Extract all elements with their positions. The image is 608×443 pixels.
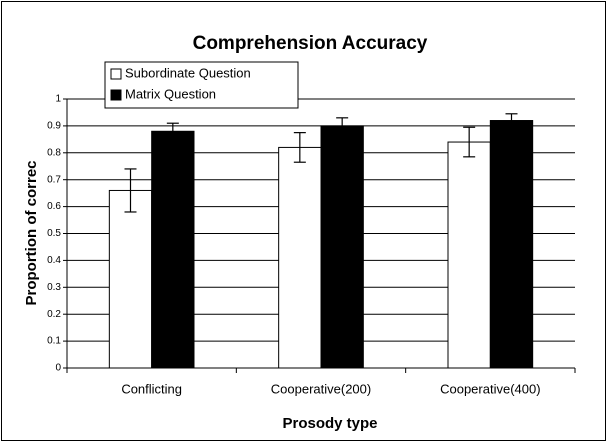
error-bar — [124, 168, 137, 213]
y-tick-label: 1 — [55, 94, 61, 105]
x-tick-label: Cooperative(200) — [271, 381, 371, 396]
legend-label: Subordinate Question — [125, 65, 251, 80]
bar — [108, 189, 153, 369]
error-bar — [293, 132, 306, 163]
y-tick-label: 0.3 — [47, 282, 61, 293]
y-tick-label: 0.4 — [47, 255, 61, 266]
y-tick-label: 0.6 — [47, 201, 61, 212]
bar — [151, 130, 195, 369]
chart-title: Comprehension Accuracy — [193, 33, 428, 54]
x-tick-label: Conflicting — [121, 381, 182, 396]
y-tick-label: 0 — [55, 363, 61, 374]
error-bar — [336, 117, 349, 135]
error-bar — [166, 122, 179, 140]
x-tick-label: Cooperative(400) — [440, 381, 540, 396]
y-tick-label: 0.2 — [47, 309, 61, 320]
y-tick-label: 0.9 — [47, 121, 61, 132]
y-tick-label: 0.8 — [47, 147, 61, 158]
error-bar — [505, 113, 518, 128]
legend-box — [104, 61, 299, 109]
bar — [320, 125, 364, 369]
bar — [278, 146, 322, 369]
bar — [447, 141, 491, 369]
y-tick-label: 0.1 — [47, 336, 61, 347]
y-tick-label: 0.7 — [47, 174, 61, 185]
legend-swatch — [110, 89, 122, 101]
legend-swatch — [110, 68, 122, 80]
y-tick-label: 0.5 — [47, 228, 61, 239]
y-axis-label: Proportion of correc — [23, 160, 40, 305]
bar — [489, 120, 534, 369]
x-axis-label: Prosody type — [282, 415, 377, 432]
error-bar — [463, 126, 476, 158]
legend-label: Matrix Question — [125, 86, 216, 101]
